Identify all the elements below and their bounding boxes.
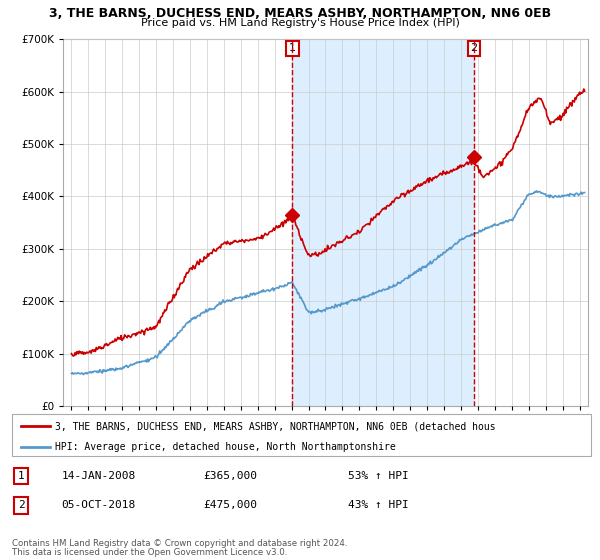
Text: HPI: Average price, detached house, North Northamptonshire: HPI: Average price, detached house, Nort… bbox=[55, 442, 396, 452]
Text: 43% ↑ HPI: 43% ↑ HPI bbox=[348, 501, 409, 510]
Text: 14-JAN-2008: 14-JAN-2008 bbox=[61, 471, 136, 481]
Text: 2: 2 bbox=[18, 501, 25, 510]
Text: 3, THE BARNS, DUCHESS END, MEARS ASHBY, NORTHAMPTON, NN6 0EB (detached hous: 3, THE BARNS, DUCHESS END, MEARS ASHBY, … bbox=[55, 421, 496, 431]
Text: 05-OCT-2018: 05-OCT-2018 bbox=[61, 501, 136, 510]
Text: 1: 1 bbox=[289, 43, 296, 53]
Text: £365,000: £365,000 bbox=[203, 471, 257, 481]
Bar bbox=[292, 39, 474, 406]
Text: £475,000: £475,000 bbox=[203, 501, 257, 510]
Text: 3, THE BARNS, DUCHESS END, MEARS ASHBY, NORTHAMPTON, NN6 0EB: 3, THE BARNS, DUCHESS END, MEARS ASHBY, … bbox=[49, 7, 551, 20]
Text: 2: 2 bbox=[470, 43, 478, 53]
Text: This data is licensed under the Open Government Licence v3.0.: This data is licensed under the Open Gov… bbox=[12, 548, 287, 557]
Text: 1: 1 bbox=[18, 471, 25, 481]
Text: Contains HM Land Registry data © Crown copyright and database right 2024.: Contains HM Land Registry data © Crown c… bbox=[12, 539, 347, 548]
FancyBboxPatch shape bbox=[12, 414, 591, 456]
Text: Price paid vs. HM Land Registry's House Price Index (HPI): Price paid vs. HM Land Registry's House … bbox=[140, 18, 460, 28]
Text: 53% ↑ HPI: 53% ↑ HPI bbox=[348, 471, 409, 481]
